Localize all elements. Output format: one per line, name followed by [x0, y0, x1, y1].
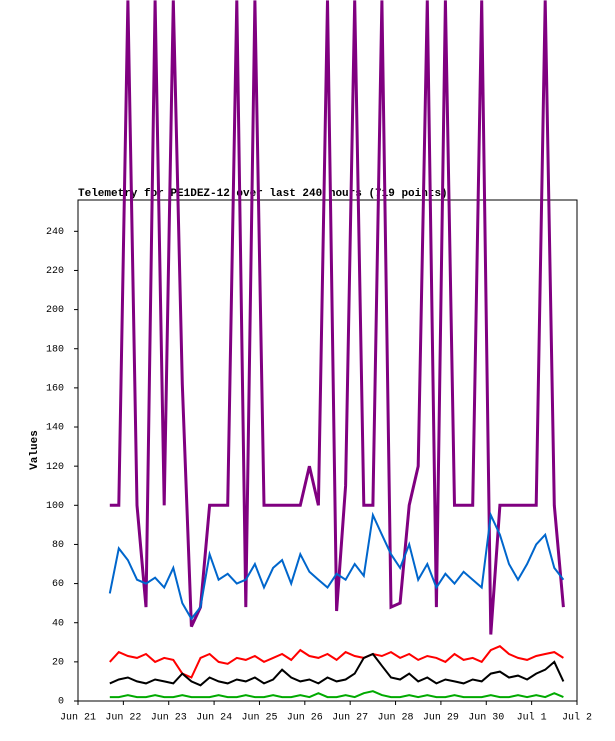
y-tick-label: 160: [46, 384, 64, 395]
y-tick-label: 20: [52, 658, 64, 669]
y-tick-label: 100: [46, 501, 64, 512]
series-line: [108, 511, 565, 621]
x-tick-label: Jun 24: [196, 713, 232, 724]
y-tick-label: 40: [52, 618, 64, 629]
x-tick-label: Jun 23: [151, 713, 187, 724]
y-tick-label: 140: [46, 423, 64, 434]
y-tick-label: 60: [52, 579, 64, 590]
x-tick-label: Jun 30: [468, 713, 504, 724]
plot-frame: [77, 199, 578, 702]
chart-title: Telemetry for PE1DEZ-12 over last 240 ho…: [78, 188, 448, 200]
x-tick-label: Jul 1: [517, 712, 547, 724]
y-tick-label: 120: [46, 462, 64, 473]
y-tick-label: 200: [46, 305, 64, 316]
x-tick-label: Jun 21: [60, 713, 96, 724]
series-line: [109, 652, 565, 687]
x-tick-label: Jun 27: [332, 713, 368, 724]
x-tick-label: Jun 28: [378, 713, 414, 724]
series-line: [109, 0, 565, 635]
x-tick-label: Jun 26: [287, 713, 323, 724]
y-tick-label: 80: [52, 540, 64, 551]
y-tick-label: 220: [46, 266, 64, 277]
y-tick-label: 180: [46, 344, 64, 355]
y-tick-label: 0: [58, 697, 64, 708]
x-tick-label: Jun 22: [105, 713, 141, 724]
x-tick-label: Jul 2: [562, 712, 592, 724]
series-line: [109, 690, 564, 699]
x-tick-label: Jun 29: [423, 713, 459, 724]
y-axis-label: Values: [29, 430, 41, 470]
x-tick-label: Jun 25: [241, 713, 277, 724]
y-tick-label: 240: [46, 227, 64, 238]
